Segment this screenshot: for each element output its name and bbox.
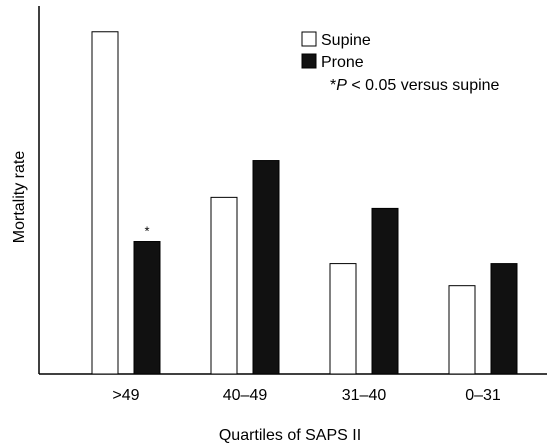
x-tick-labels: >49 40–49 31–40 0–31 <box>112 387 500 404</box>
significance-note-star: * <box>330 77 336 94</box>
x-tick-label-1: 40–49 <box>223 387 268 404</box>
bar-prone-0 <box>133 241 161 375</box>
x-axis-title: Quartiles of SAPS II <box>219 427 361 444</box>
x-tick-label-0: >49 <box>112 387 139 404</box>
legend: Supine Prone *P < 0.05 versus supine <box>301 31 500 94</box>
bar-supine-0 <box>91 31 119 375</box>
x-tick-label-2: 31–40 <box>342 387 387 404</box>
significance-star-0: * <box>144 224 149 239</box>
bar-prone-2 <box>371 207 399 375</box>
significance-note-text: < 0.05 versus supine <box>347 77 500 94</box>
bar-prone-1 <box>252 160 280 375</box>
bar-annotations: * <box>144 224 149 239</box>
x-tick-label-3: 0–31 <box>465 387 501 404</box>
significance-note: *P < 0.05 versus supine <box>330 77 500 94</box>
legend-swatch-supine <box>301 31 317 47</box>
legend-swatch-prone <box>301 53 317 69</box>
bar-supine-1 <box>210 196 238 375</box>
bar-supine-3 <box>448 285 476 375</box>
significance-note-p: P <box>336 77 347 94</box>
legend-label-supine: Supine <box>321 32 371 49</box>
y-axis-title: Mortality rate <box>11 151 28 244</box>
bars-group <box>91 31 518 375</box>
bar-prone-3 <box>490 263 518 375</box>
bar-supine-2 <box>329 263 357 375</box>
legend-label-prone: Prone <box>321 54 364 71</box>
